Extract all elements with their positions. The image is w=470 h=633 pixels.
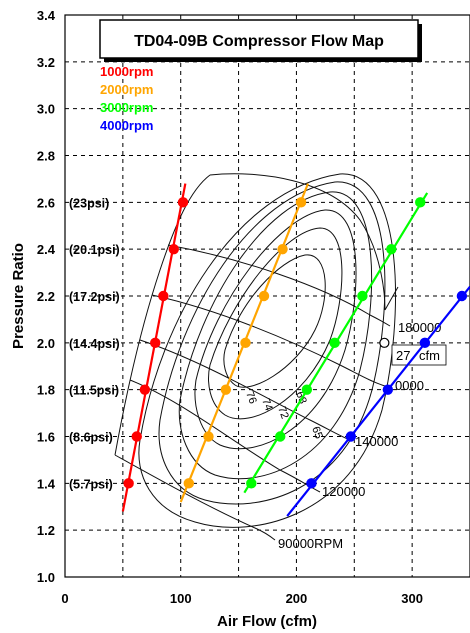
data-point-2000rpm-4	[258, 290, 270, 302]
x-tick-label-3: 300	[401, 591, 423, 606]
data-point-4000rpm-1	[345, 431, 357, 442]
data-point-2000rpm-3	[240, 337, 251, 349]
psi-label-5: (8.6psi)	[69, 431, 113, 445]
x-tick-labels: 0 100 200 300	[61, 591, 423, 606]
efficiency-island-74	[208, 227, 343, 420]
efficiency-island-72	[194, 209, 357, 450]
y-tick-label-3: 1.6	[37, 430, 55, 445]
legend-entry-4000rpm: 4000rpm	[100, 118, 153, 133]
data-point-1000rpm-5	[168, 243, 179, 255]
label-140000: 140000	[355, 434, 398, 449]
data-point-4000rpm-2	[382, 384, 394, 395]
y-tick-label-7: 2.4	[37, 242, 56, 257]
psi-label-4: (11.5psi)	[69, 384, 119, 398]
psi-label-3: (14.4psi)	[69, 337, 120, 351]
y-tick-label-6: 2.2	[37, 289, 55, 304]
legend: 1000rpm 2000rpm 3000rpm 4000rpm	[100, 64, 153, 133]
legend-entry-1000rpm: 1000rpm	[100, 64, 153, 79]
data-point-1000rpm-4	[158, 290, 169, 302]
data-point-4000rpm-4	[456, 290, 468, 302]
data-point-2000rpm-5	[277, 243, 288, 255]
data-point-1000rpm-3	[150, 337, 161, 349]
label-cfm: cfm	[419, 348, 440, 363]
data-point-3000rpm-2	[301, 384, 313, 395]
y-tick-label-11: 3.2	[37, 55, 55, 70]
data-point-2000rpm-6	[295, 197, 307, 208]
y-tick-label-5: 2.0	[37, 336, 55, 351]
contour-labels: 90000RPM 120000 140000 0000 180000 27 cf…	[243, 320, 447, 551]
legend-entry-3000rpm: 3000rpm	[100, 100, 153, 115]
data-point-3000rpm-3	[329, 337, 340, 349]
data-point-1000rpm-0	[123, 478, 134, 489]
y-tick-label-2: 1.4	[37, 476, 56, 491]
psi-label-6: (5.7psi)	[69, 477, 113, 491]
x-tick-label-2: 200	[286, 591, 308, 606]
speed-line-90000	[114, 454, 276, 541]
data-point-3000rpm-5	[386, 243, 397, 255]
y-tick-label-9: 2.8	[37, 149, 55, 164]
label-180000: 180000	[398, 320, 441, 335]
label-0000: 0000	[395, 378, 424, 393]
label-eff-72: 72	[275, 405, 290, 421]
series-line-4000rpm	[286, 285, 470, 517]
y-tick-label-12: 3.4	[37, 8, 56, 23]
data-point-4000rpm-3	[419, 337, 431, 349]
efficiency-island-65	[158, 181, 386, 505]
data-point-1000rpm-6	[177, 197, 189, 208]
efficiency-island-68	[178, 191, 373, 480]
y-tick-label-0: 1.0	[37, 570, 55, 585]
psi-label-1: (20.1psi)	[69, 243, 120, 257]
map-outer-boundary	[209, 173, 386, 311]
surge-line	[114, 174, 211, 456]
speed-line-160000	[151, 294, 386, 387]
y-tick-labels: 1.0 1.2 1.4 1.6 1.8 2.0 2.2 2.4 2.6 2.8 3.0 3.2 3.4	[37, 8, 56, 585]
marked-open-point	[379, 337, 390, 348]
label-eff-65: 65	[309, 425, 324, 441]
marked-point-layer	[379, 337, 390, 348]
psi-label-0: (23psi)	[69, 196, 109, 210]
data-point-3000rpm-6	[415, 197, 426, 208]
x-tick-label-1: 100	[170, 591, 192, 606]
legend-entry-2000rpm: 2000rpm	[100, 82, 153, 97]
cfm-label-box	[391, 344, 447, 366]
x-axis-title: Air Flow (cfm)	[217, 613, 317, 630]
rpm-series	[121, 183, 470, 517]
data-point-3000rpm-1	[275, 431, 286, 442]
data-point-2000rpm-1	[203, 431, 214, 442]
efficiency-island-60	[138, 173, 396, 528]
data-point-1000rpm-2	[139, 384, 151, 395]
label-eff-76: 76	[243, 390, 258, 406]
chart-title: TD04-09B Compressor Flow Map	[134, 33, 384, 50]
label-120000: 120000	[322, 484, 365, 499]
label-90000rpm: 90000RPM	[278, 536, 343, 551]
psi-label-2: (17.2psi)	[69, 290, 120, 304]
title-box	[99, 19, 419, 59]
psi-labels: (23psi) (20.1psi) (17.2psi) (14.4psi) (11.5p…	[69, 196, 120, 491]
y-tick-label-10: 3.0	[37, 102, 55, 117]
speed-line-140000	[139, 339, 351, 441]
data-point-2000rpm-2	[220, 384, 232, 395]
y-axis-title: Pressure Ratio	[10, 243, 27, 349]
y-tick-label-1: 1.2	[37, 523, 55, 538]
data-point-1000rpm-1	[131, 431, 142, 442]
label-27: 27	[396, 348, 410, 363]
y-tick-label-8: 2.6	[37, 195, 55, 210]
label-eff-74: 74	[259, 397, 274, 413]
x-tick-label-0: 0	[61, 591, 68, 606]
data-point-3000rpm-0	[246, 478, 257, 489]
data-point-2000rpm-0	[183, 478, 195, 489]
data-point-4000rpm-0	[306, 478, 317, 489]
y-tick-label-4: 1.8	[37, 383, 55, 398]
data-point-3000rpm-4	[357, 290, 368, 302]
